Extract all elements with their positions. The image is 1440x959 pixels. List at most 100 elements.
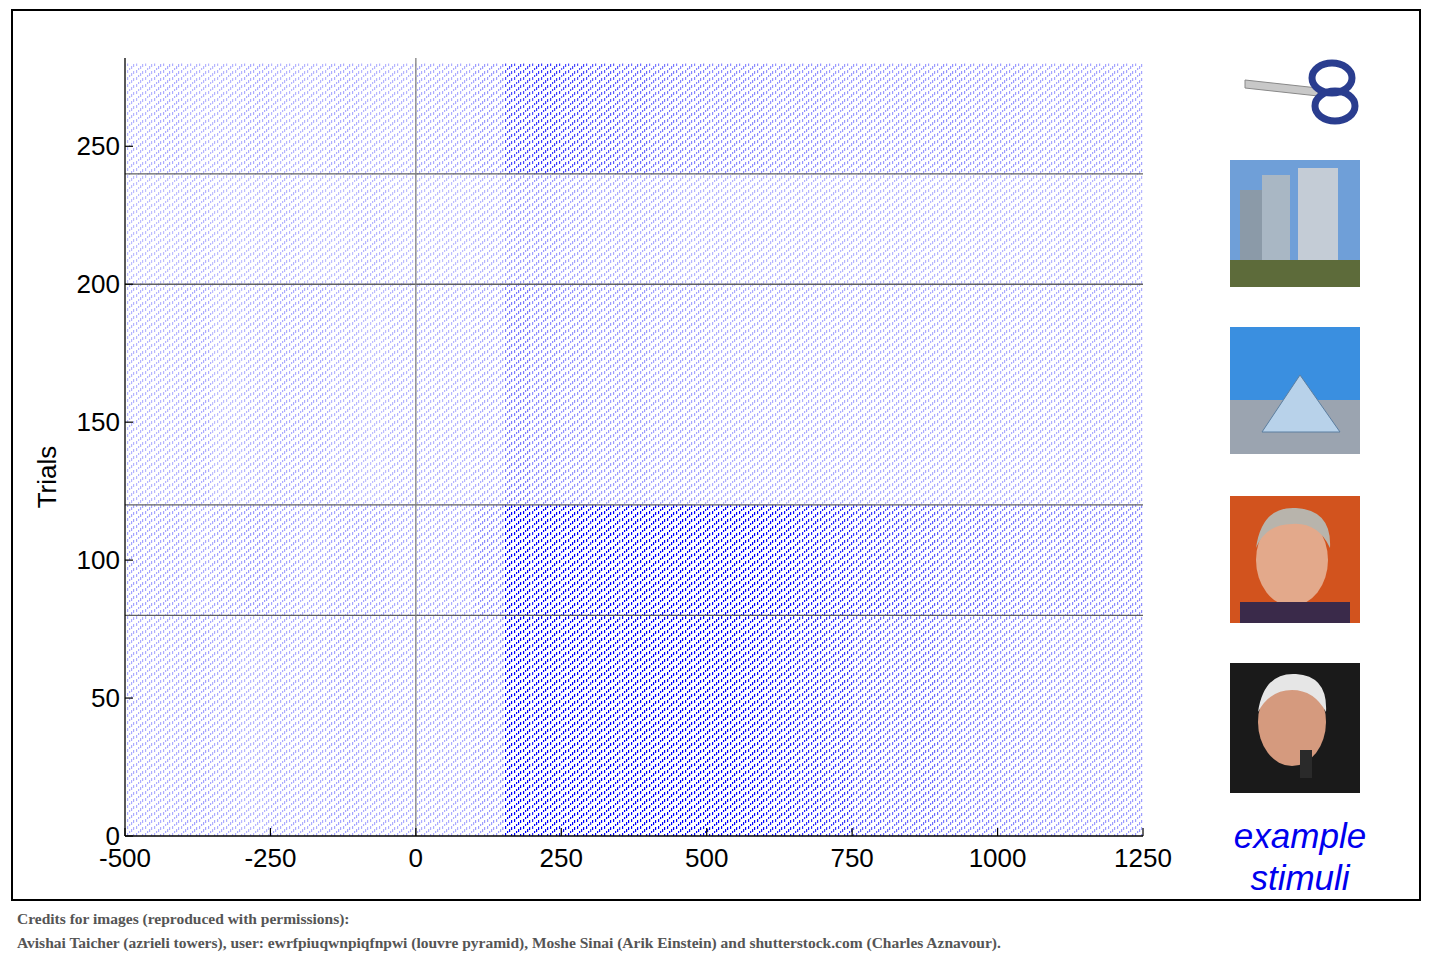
y-tick <box>125 422 133 423</box>
group-boundary <box>125 615 1143 616</box>
face-background <box>1230 496 1360 623</box>
rate-cell <box>270 284 299 505</box>
rate-cell <box>823 174 852 284</box>
rate-cell <box>212 615 241 836</box>
stimuli-label-line: example <box>1234 816 1366 855</box>
rate-cell <box>707 64 736 174</box>
rate-cell <box>503 174 532 284</box>
rate-cell <box>532 505 561 615</box>
icon-face <box>1230 663 1360 793</box>
rate-cell <box>823 615 852 836</box>
rate-cell <box>387 174 416 284</box>
x-tick-label: 500 <box>685 843 728 873</box>
rate-cell <box>270 505 299 615</box>
x-tick-label: -250 <box>244 843 296 873</box>
rate-cell <box>1085 284 1114 505</box>
x-tick-label: 1250 <box>1114 843 1172 873</box>
rate-cell <box>678 505 707 615</box>
credits-text: Avishai Taicher (azrieli towers), user: … <box>17 934 1001 952</box>
x-tick <box>561 828 562 836</box>
onset-line <box>415 58 416 836</box>
rate-cell <box>1027 284 1056 505</box>
rate-cell <box>968 505 997 615</box>
pyramid-sky <box>1230 327 1360 454</box>
frame <box>12 10 1420 900</box>
rate-cell <box>678 615 707 836</box>
rate-cell <box>154 64 183 174</box>
rate-cell <box>416 615 445 836</box>
rate-cell <box>619 174 648 284</box>
rate-cell <box>881 64 910 174</box>
rate-cell <box>707 174 736 284</box>
rate-cell <box>1114 64 1143 174</box>
rate-cell <box>590 174 619 284</box>
rate-cell <box>241 64 270 174</box>
scissors-blade <box>1245 80 1318 96</box>
rate-cell <box>300 615 329 836</box>
rate-cell <box>300 174 329 284</box>
stimuli-label: examplestimuli <box>1234 816 1366 897</box>
face-background <box>1230 663 1360 793</box>
rate-cell <box>649 505 678 615</box>
rate-cell <box>125 284 154 505</box>
rate-cell <box>707 505 736 615</box>
rate-cell <box>910 505 939 615</box>
rate-cell <box>416 174 445 284</box>
rate-cell <box>736 505 765 615</box>
rate-cell <box>998 174 1027 284</box>
x-tick <box>1142 828 1143 836</box>
rate-cell <box>561 615 590 836</box>
x-tick-label: 1000 <box>969 843 1027 873</box>
stimulus-icons <box>1230 63 1360 793</box>
x-axis <box>125 835 1143 836</box>
rate-cell <box>532 174 561 284</box>
pyramid <box>1262 375 1340 432</box>
rate-cell <box>765 505 794 615</box>
rate-cell <box>998 505 1027 615</box>
rate-cell <box>183 615 212 836</box>
x-tick <box>415 828 416 836</box>
rate-cell <box>387 505 416 615</box>
rate-cell <box>590 505 619 615</box>
rate-cell <box>125 505 154 615</box>
x-tick <box>270 828 271 836</box>
rate-cell <box>183 505 212 615</box>
rate-cell <box>823 284 852 505</box>
x-tick-label: 750 <box>830 843 873 873</box>
towers-sky <box>1230 160 1360 287</box>
rate-cell <box>329 64 358 174</box>
scissors-handle <box>1315 91 1355 121</box>
rate-cell <box>736 174 765 284</box>
rate-cell <box>910 64 939 174</box>
rate-cell <box>445 505 474 615</box>
rate-cell <box>910 284 939 505</box>
rate-cell <box>358 174 387 284</box>
rate-cell <box>358 64 387 174</box>
x-tick <box>997 828 998 836</box>
rate-cell <box>649 284 678 505</box>
rate-cell <box>387 615 416 836</box>
rate-cell <box>532 615 561 836</box>
rate-cell <box>736 615 765 836</box>
rate-cell <box>329 174 358 284</box>
rate-cell <box>881 284 910 505</box>
rate-cell <box>1085 174 1114 284</box>
rate-cell <box>881 174 910 284</box>
rate-cell <box>503 64 532 174</box>
credits-title: Credits for images (reproduced with perm… <box>17 910 350 928</box>
rate-cell <box>154 505 183 615</box>
rate-cell <box>968 64 997 174</box>
x-tick-label: 0 <box>409 843 423 873</box>
rate-cell <box>358 615 387 836</box>
chart-root: -500-25002505007501000125005010015020025… <box>0 0 1440 959</box>
rate-cell <box>881 615 910 836</box>
rate-cell <box>1056 284 1085 505</box>
rate-cell <box>474 615 503 836</box>
microphone <box>1300 750 1312 778</box>
rate-cell <box>1085 615 1114 836</box>
rate-cell <box>939 174 968 284</box>
icon-face <box>1230 496 1360 623</box>
rate-cell <box>823 505 852 615</box>
rate-cell <box>1056 174 1085 284</box>
rate-cell <box>590 615 619 836</box>
